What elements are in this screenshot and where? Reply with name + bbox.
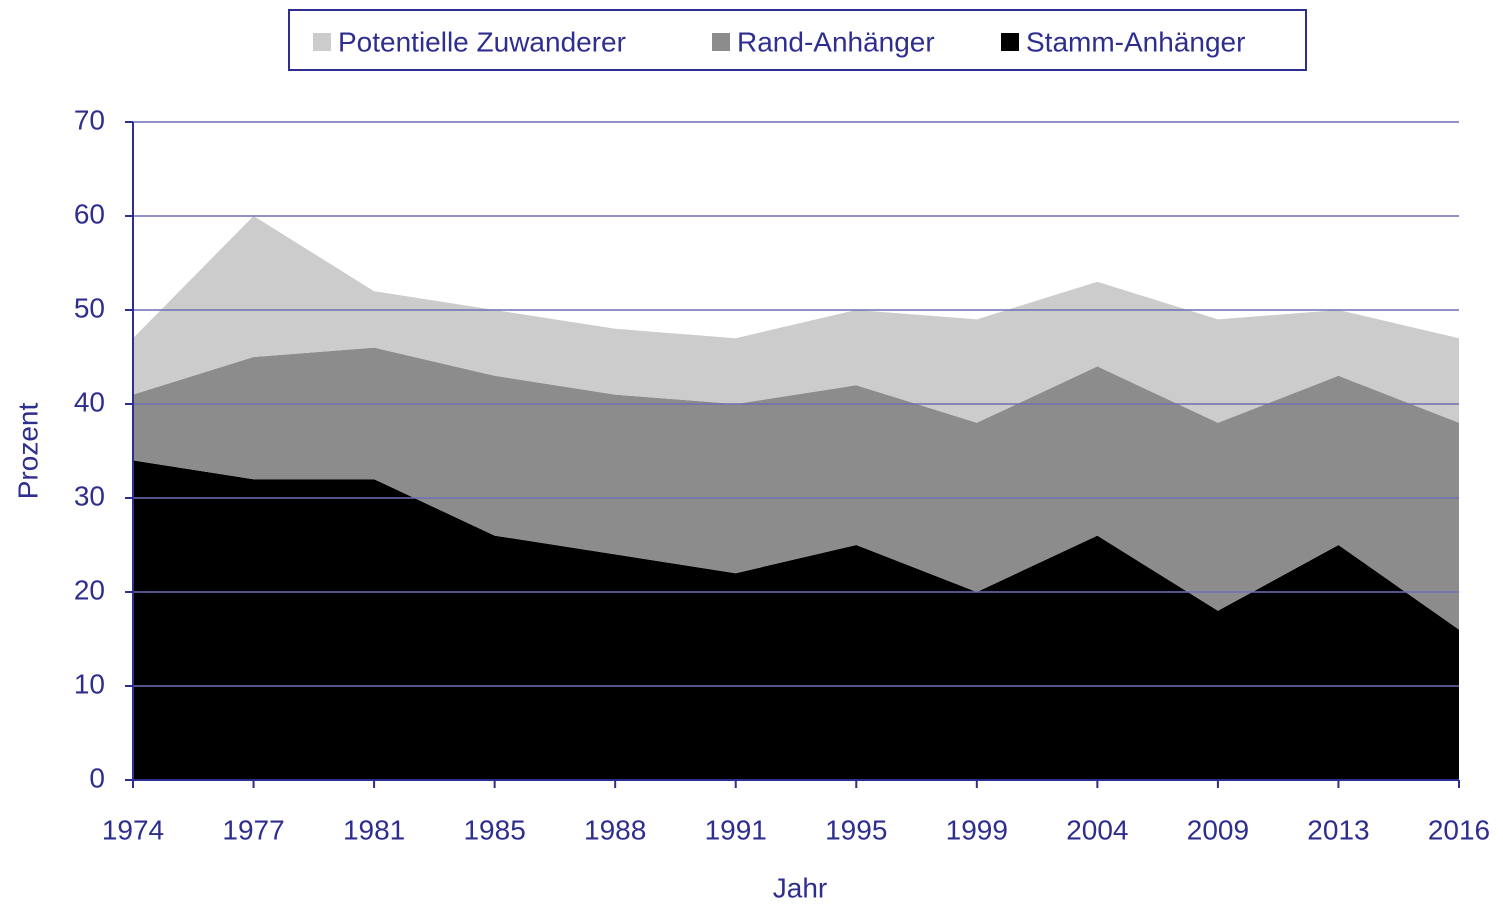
area bbox=[133, 460, 1459, 780]
legend-swatch bbox=[1001, 33, 1019, 51]
x-tick-label: 1974 bbox=[102, 814, 164, 845]
legend-box bbox=[288, 9, 1307, 71]
x-tick-label: 2004 bbox=[1066, 814, 1128, 845]
y-axis-label: Prozent bbox=[12, 403, 43, 500]
legend-swatch bbox=[712, 33, 730, 51]
x-tick-label: 1988 bbox=[584, 814, 646, 845]
y-tick-label: 50 bbox=[74, 292, 105, 323]
x-tick-label: 2009 bbox=[1187, 814, 1249, 845]
legend-label: Potentielle Zuwanderer bbox=[338, 26, 626, 57]
y-tick-label: 10 bbox=[74, 668, 105, 699]
area bbox=[133, 347, 1459, 630]
legend-label: Rand-Anhänger bbox=[737, 26, 935, 57]
x-tick-label: 1981 bbox=[343, 814, 405, 845]
x-tick-label: 1991 bbox=[705, 814, 767, 845]
x-tick-label: 2016 bbox=[1428, 814, 1490, 845]
y-tick-label: 60 bbox=[74, 198, 105, 229]
x-tick-label: 1985 bbox=[463, 814, 525, 845]
x-tick-label: 1977 bbox=[222, 814, 284, 845]
y-tick-label: 70 bbox=[74, 104, 105, 135]
area bbox=[133, 216, 1459, 423]
y-tick-label: 20 bbox=[74, 574, 105, 605]
x-axis-label: Jahr bbox=[773, 872, 827, 903]
x-tick-label: 1995 bbox=[825, 814, 887, 845]
x-tick-label: 2013 bbox=[1307, 814, 1369, 845]
legend-label: Stamm-Anhänger bbox=[1026, 26, 1245, 57]
y-tick-label: 0 bbox=[89, 762, 105, 793]
x-tick-label: 1999 bbox=[946, 814, 1008, 845]
legend-swatch bbox=[313, 33, 331, 51]
y-tick-label: 40 bbox=[74, 386, 105, 417]
y-tick-label: 30 bbox=[74, 480, 105, 511]
